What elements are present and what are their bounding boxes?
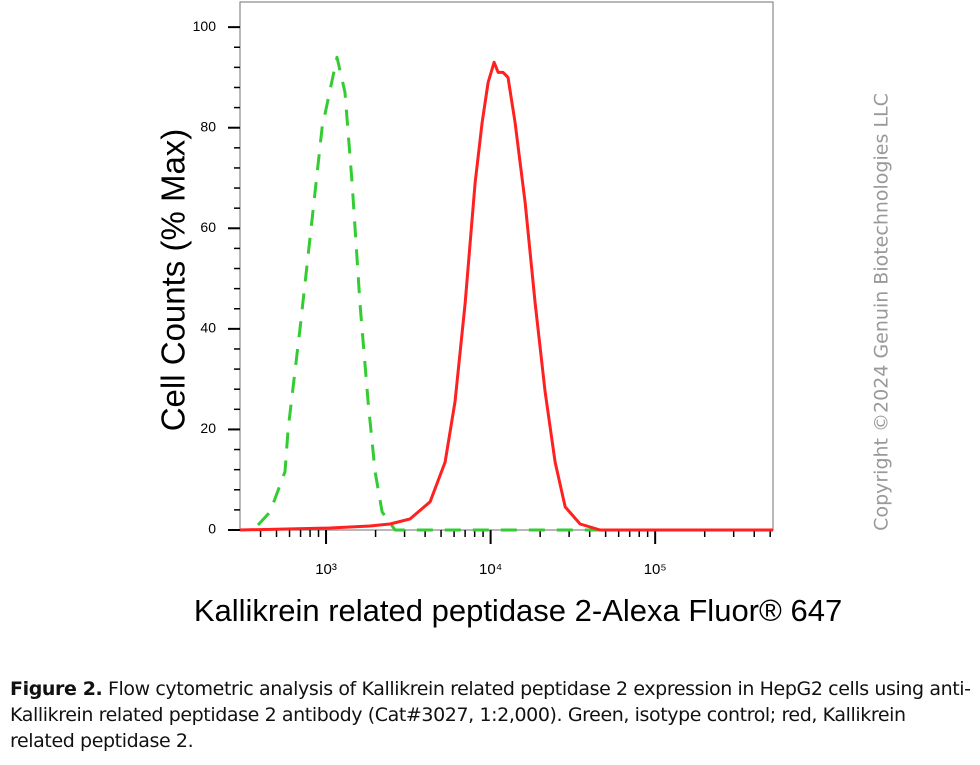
caption-label: Figure 2.	[10, 678, 103, 700]
y-tick-label: 20	[200, 420, 216, 436]
caption-text: Flow cytometric analysis of Kallikrein r…	[10, 678, 971, 752]
y-tick-label: 0	[208, 521, 216, 537]
y-tick-label: 60	[200, 219, 216, 235]
x-tick-label: 10⁵	[644, 561, 667, 578]
x-tick-label: 10⁴	[479, 561, 502, 578]
chart: Cell Counts (% Max) Kallikrein related p…	[155, 1, 893, 628]
caption: Figure 2. Flow cytometric analysis of Ka…	[10, 676, 975, 754]
plot-frame	[239, 1, 774, 531]
y-tick-label: 40	[200, 320, 216, 336]
y-axis-label: Cell Counts (% Max)	[155, 129, 192, 432]
histogram-line	[239, 60, 773, 532]
y-tick-label: 80	[200, 118, 216, 134]
x-tick-label: 10³	[315, 561, 337, 578]
x-axis-label: Kallikrein related peptidase 2-Alexa Flu…	[194, 593, 842, 628]
y-tick-label: 100	[193, 18, 217, 34]
watermark: Copyright ©2024 Genuin Biotechnologies L…	[871, 93, 893, 531]
